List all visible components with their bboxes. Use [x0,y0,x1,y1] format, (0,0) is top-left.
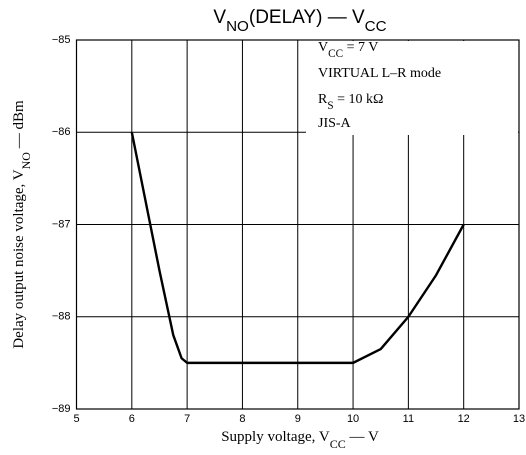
x-tick-label: 10 [347,413,359,425]
annotation: VIRTUAL L–R mode [318,66,441,81]
chart-title-part: (DELAY) — V [249,7,365,28]
annotation-part: CC [328,48,343,60]
y-tick-label: −87 [52,218,71,230]
y-tick-label: −89 [52,403,71,415]
annotation-box [306,41,518,135]
x-tick-label: 8 [239,413,245,425]
y-tick-label: −88 [52,311,71,323]
x-axis-label: Supply voltage, VCC — V [221,429,379,450]
x-axis-label-part: CC [330,437,346,451]
y-tick-label: −85 [52,34,71,46]
y-axis-label: Delay output noise voltage, VNO — dBm [11,100,32,349]
x-tick-label: 7 [184,413,190,425]
y-axis-label-part: Delay output noise voltage, V [11,169,27,348]
annotation: VCC = 7 V [318,40,378,59]
annotation: JIS-A [318,116,352,131]
chart-title-part: CC [365,18,387,35]
chart-title-part: NO [226,18,249,35]
x-tick-label: 9 [295,413,301,425]
annotation-part: = 7 V [343,40,378,55]
y-axis-label-part: — dBm [11,100,27,152]
x-tick-label: 11 [403,413,414,425]
annotation-part: VIRTUAL L–R mode [318,66,441,81]
x-tick-label: 5 [73,413,79,425]
y-axis-label-part: NO [19,152,33,170]
line-series [130,132,465,365]
x-tick-label: 13 [513,413,525,425]
x-tick-label: 6 [129,413,135,425]
plot-frame [75,39,520,410]
y-tick-label: −86 [52,126,71,138]
annotation-part: R [318,92,328,107]
annotation: RS = 10 kΩ [318,92,383,111]
annotation-part: S [327,100,333,112]
annotation-part: JIS-A [318,116,352,131]
chart-title: VNO(DELAY) — VCC [213,7,386,35]
annotation-part: = 10 kΩ [334,92,384,107]
x-tick-label: 12 [458,413,470,425]
annotation-part: V [318,40,328,55]
x-axis-label-part: Supply voltage, V [221,429,330,445]
chart-title-part: V [213,7,226,28]
x-axis-label-part: — V [346,429,379,445]
